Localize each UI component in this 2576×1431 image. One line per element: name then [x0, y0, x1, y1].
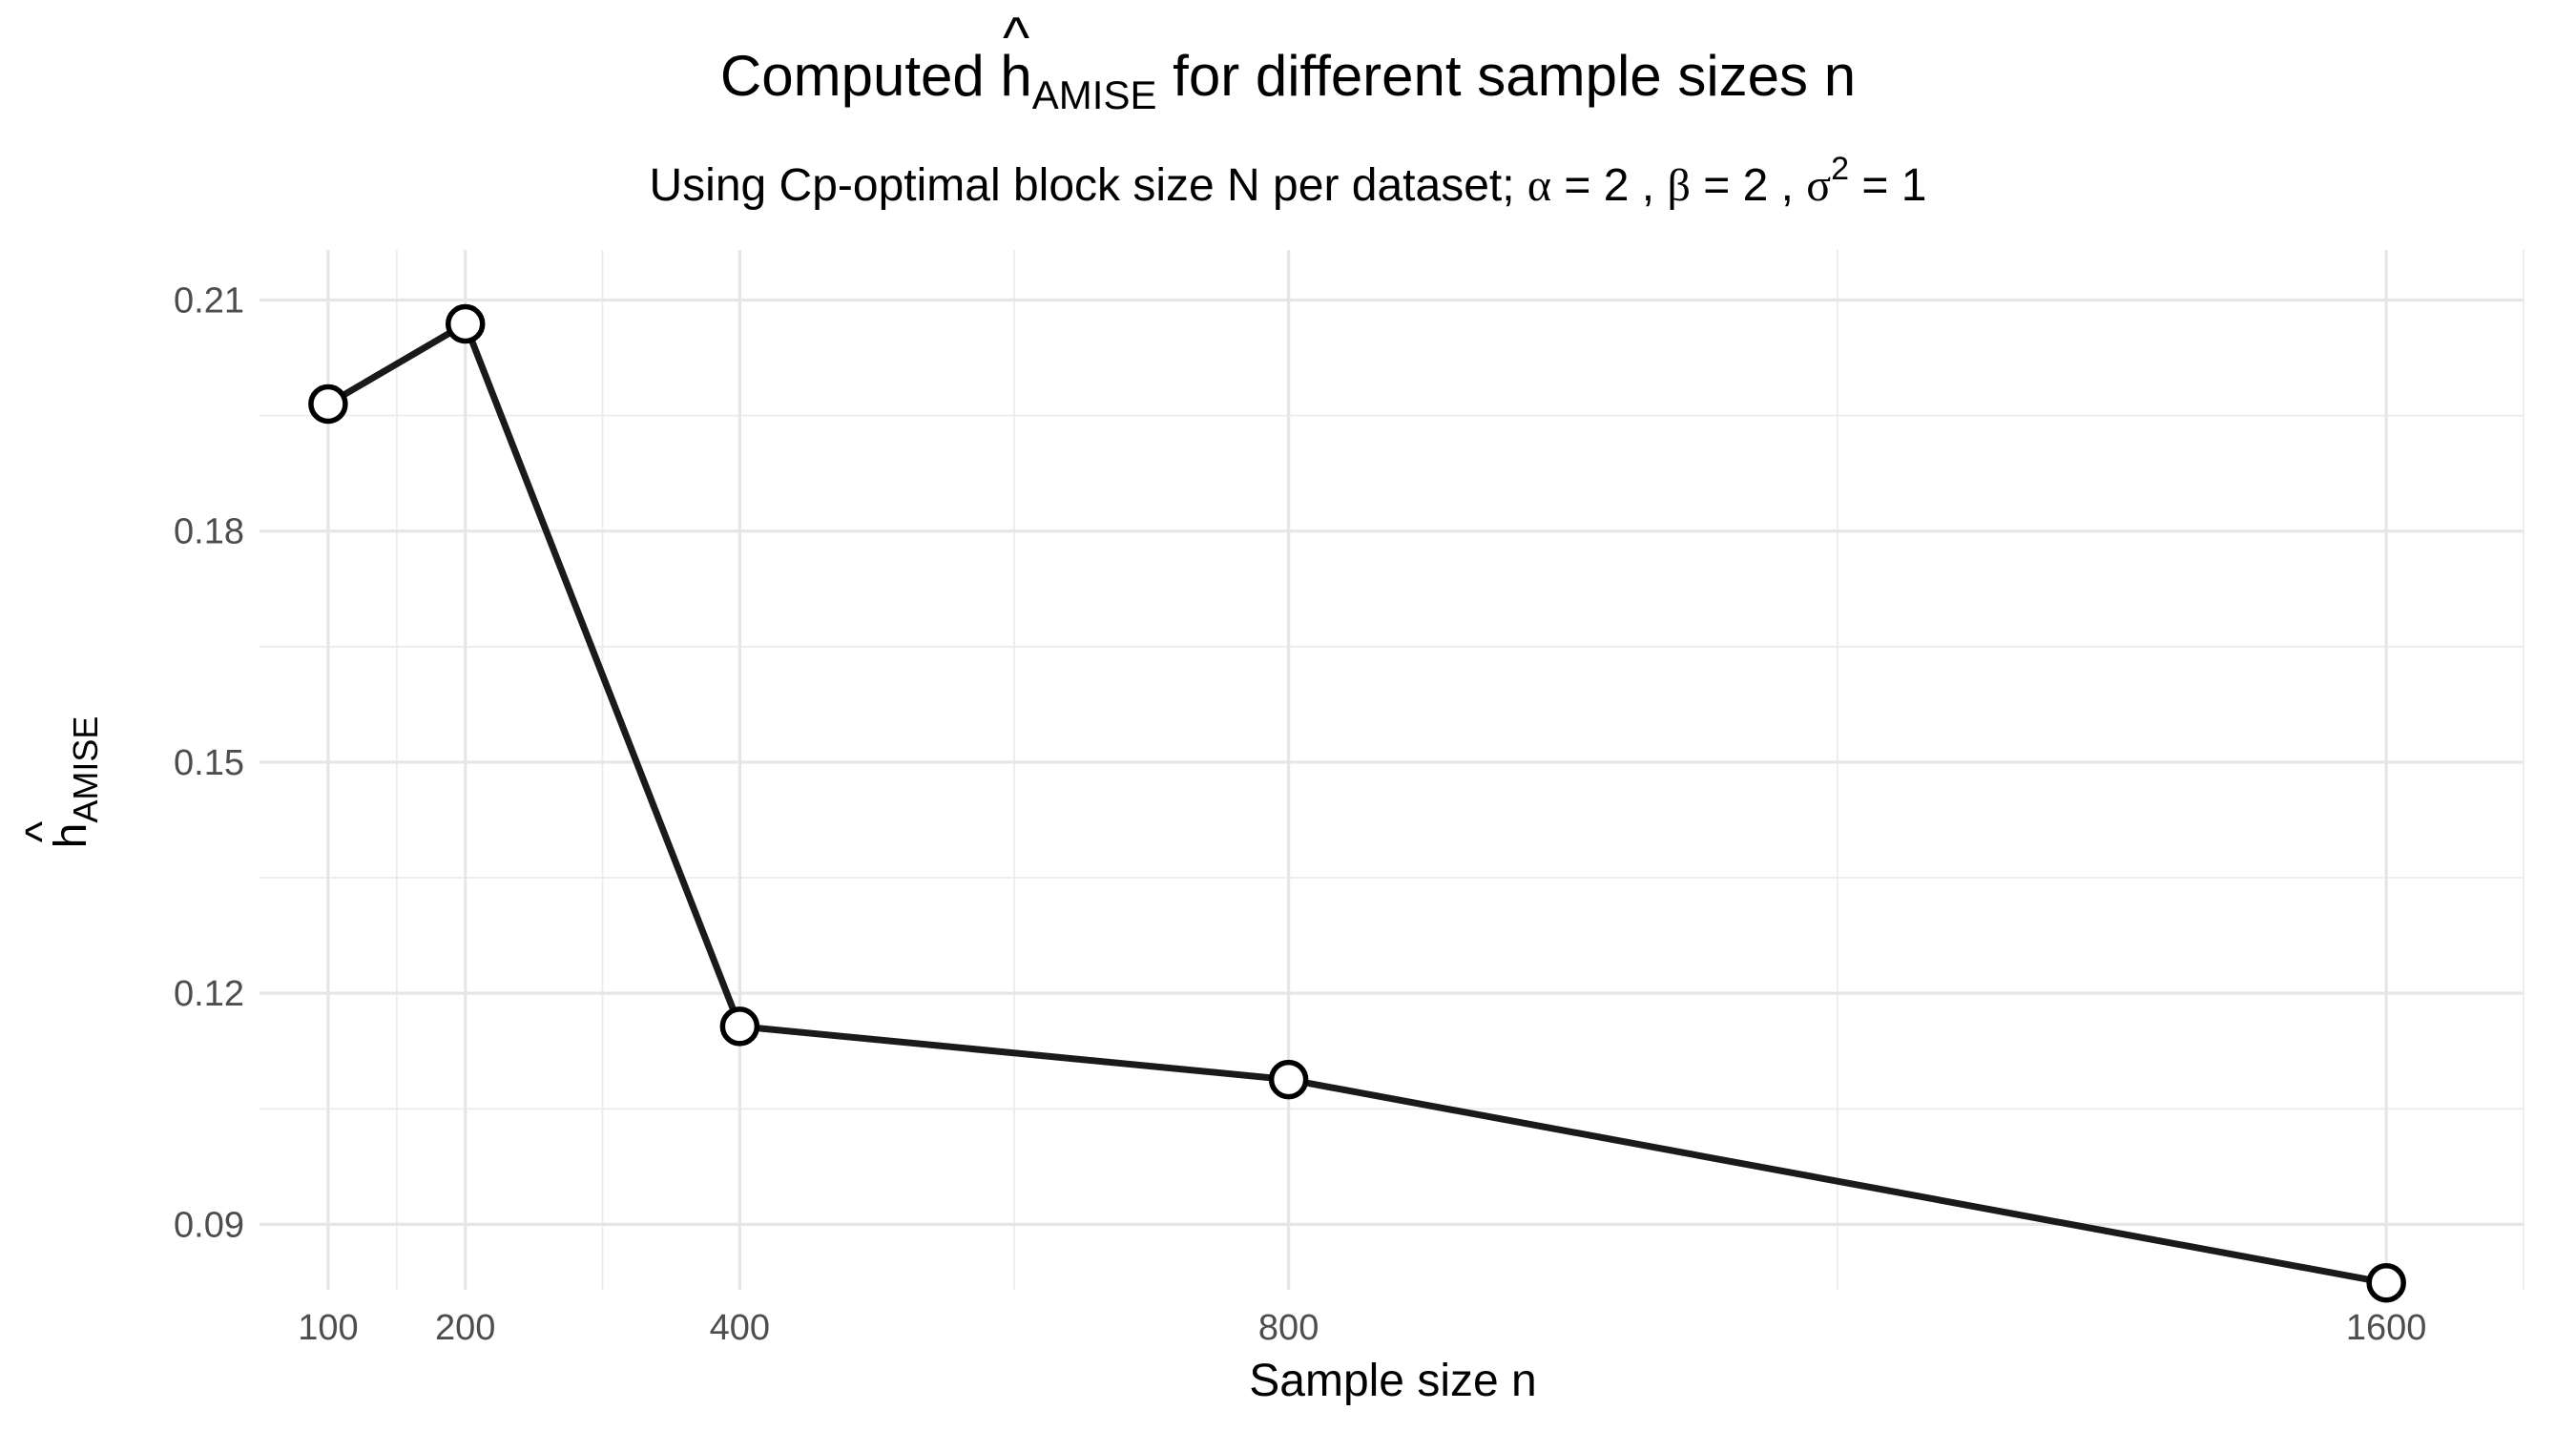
y-tick-label: 0.18	[174, 512, 244, 552]
y-axis-title-symbol: h	[46, 823, 96, 849]
subtitle-sigma-value: = 1	[1849, 160, 1926, 211]
plot-area: 100 200 400 800 1600 0.09 0.12 0.15 0.18 0.21	[174, 250, 2524, 1348]
data-point	[2366, 1262, 2406, 1303]
data-point	[308, 384, 348, 425]
chart-title-suffix: for different sample sizes n	[1157, 44, 1857, 108]
series-h-amise	[308, 303, 2406, 1303]
chart-title-subscript: AMISE	[1032, 73, 1157, 117]
data-point	[445, 303, 486, 344]
data-point	[1268, 1059, 1309, 1100]
chart-title-prefix: Computed	[720, 44, 1001, 108]
major-gridlines	[260, 250, 2524, 1290]
chart-subtitle: Using Cp-optimal block size N per datase…	[650, 151, 1927, 211]
chart-title-symbol: h	[1000, 44, 1031, 108]
x-axis-title: Sample size n	[1249, 1356, 1536, 1406]
x-tick-label: 800	[1258, 1308, 1319, 1348]
data-point	[719, 1006, 760, 1047]
chart-title-hat: ^	[1003, 6, 1029, 70]
subtitle-lead: Using Cp-optimal block size N per datase…	[650, 160, 1527, 211]
y-tick-label: 0.15	[174, 743, 244, 783]
y-tick-label: 0.21	[174, 280, 244, 321]
subtitle-alpha-value: = 2 ,	[1551, 160, 1667, 211]
subtitle-sigma-symbol: σ	[1806, 160, 1831, 211]
x-tick-label: 200	[435, 1308, 495, 1348]
x-tick-label: 1600	[2346, 1308, 2427, 1348]
y-tick-label: 0.12	[174, 974, 244, 1014]
subtitle-sigma-power: 2	[1831, 151, 1849, 187]
subtitle-beta-value: = 2 ,	[1691, 160, 1806, 211]
x-tick-label: 100	[298, 1308, 358, 1348]
svg-text:hAMISE: hAMISE	[46, 716, 105, 849]
x-axis-tick-labels: 100 200 400 800 1600	[298, 1308, 2426, 1348]
y-axis-tick-labels: 0.09 0.12 0.15 0.18 0.21	[174, 280, 244, 1245]
minor-gridlines	[260, 250, 2524, 1290]
y-axis-title: hAMISE ^	[17, 716, 105, 849]
subtitle-alpha-symbol: α	[1527, 160, 1551, 211]
y-tick-label: 0.09	[174, 1205, 244, 1245]
y-axis-title-hat: ^	[17, 820, 68, 842]
subtitle-beta-symbol: β	[1667, 160, 1690, 211]
chart-title: Computed hAMISE for different sample siz…	[720, 44, 1856, 117]
x-tick-label: 400	[710, 1308, 770, 1348]
y-axis-title-subscript: AMISE	[66, 716, 105, 823]
